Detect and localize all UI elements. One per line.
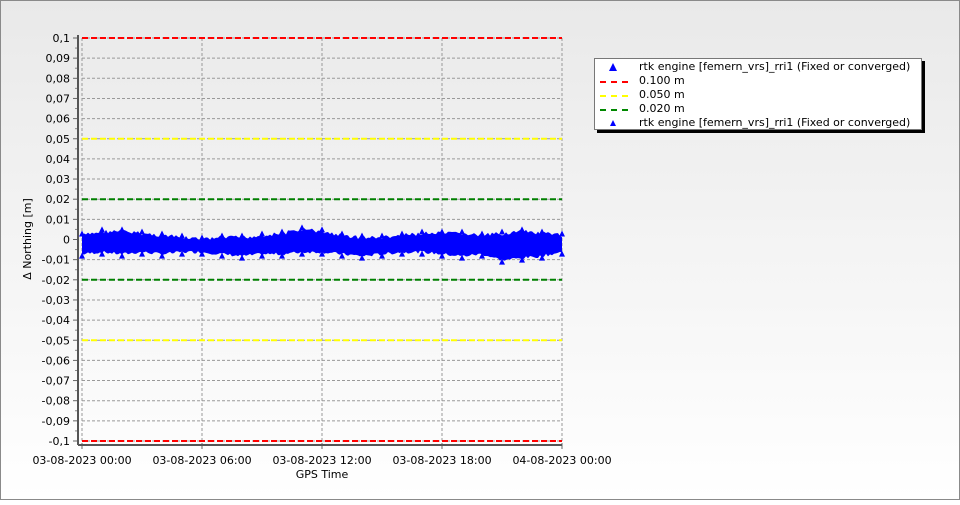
data-point <box>339 252 345 259</box>
data-point <box>439 252 445 259</box>
data-point <box>319 250 325 257</box>
data-point <box>299 224 305 231</box>
data-point <box>399 250 405 257</box>
y-tick-label: 0,1 <box>53 32 71 45</box>
data-point <box>359 232 365 239</box>
data-point <box>199 250 205 257</box>
y-tick-label: 0,03 <box>46 173 71 186</box>
data-point <box>219 252 225 259</box>
data-point <box>219 232 225 239</box>
data-point <box>79 252 85 259</box>
y-tick-label: 0,07 <box>46 92 71 105</box>
data-point <box>419 228 425 235</box>
y-tick-label: -0,04 <box>42 314 70 327</box>
y-tick-label: -0,05 <box>42 334 70 347</box>
data-point <box>279 228 285 235</box>
y-tick-label: -0,1 <box>49 435 70 448</box>
data-point <box>479 230 485 237</box>
data-point <box>359 254 365 261</box>
x-tick-label: 03-08-2023 18:00 <box>392 454 491 467</box>
triangle-marker-icon <box>610 120 616 126</box>
x-tick-label: 03-08-2023 12:00 <box>272 454 371 467</box>
y-tick-label: -0,08 <box>42 395 70 408</box>
data-point <box>559 230 565 237</box>
data-point <box>279 252 285 259</box>
data-point <box>99 226 105 233</box>
data-point <box>559 250 565 257</box>
x-tick-label: 04-08-2023 00:00 <box>512 454 611 467</box>
y-tick-label: -0,02 <box>42 274 70 287</box>
data-point <box>539 228 545 235</box>
data-point <box>239 232 245 239</box>
legend-label: rtk engine [femern_vrs]_rri1 (Fixed or c… <box>639 60 911 73</box>
data-point <box>259 230 265 237</box>
legend-label: rtk engine [femern_vrs]_rri1 (Fixed or c… <box>639 116 911 129</box>
data-point <box>499 228 505 235</box>
data-point <box>179 250 185 257</box>
data-point <box>139 228 145 235</box>
data-point <box>159 252 165 259</box>
data-point <box>459 254 465 261</box>
legend-label: 0.050 m <box>639 88 685 101</box>
data-point <box>319 226 325 233</box>
y-tick-label: 0,06 <box>46 113 71 126</box>
data-point <box>539 254 545 261</box>
y-tick-label: -0,01 <box>42 254 70 267</box>
triangle-marker-icon <box>609 63 617 71</box>
data-point <box>299 250 305 257</box>
legend: rtk engine [femern_vrs]_rri1 (Fixed or c… <box>594 58 922 130</box>
dashed-line-icon <box>600 81 628 83</box>
data-point <box>199 234 205 241</box>
data-point <box>139 250 145 257</box>
data-point <box>379 252 385 259</box>
y-tick-label: 0,04 <box>46 153 71 166</box>
y-tick-label: 0,01 <box>46 213 71 226</box>
data-point <box>379 232 385 239</box>
y-tick-label: -0,03 <box>42 294 70 307</box>
y-tick-label: 0,02 <box>46 193 71 206</box>
legend-label: 0.100 m <box>639 74 685 87</box>
data-point <box>239 254 245 261</box>
data-point <box>259 252 265 259</box>
data-point <box>439 228 445 235</box>
y-axis-label: Δ Northing [m] <box>21 198 34 280</box>
legend-label: 0.020 m <box>639 102 685 115</box>
data-point <box>519 256 525 263</box>
dashed-line-icon <box>600 109 628 111</box>
data-point <box>119 252 125 259</box>
y-tick-label: -0,06 <box>42 354 70 367</box>
y-tick-label: -0,07 <box>42 375 70 388</box>
data-point <box>419 250 425 257</box>
data-point <box>499 258 505 265</box>
data-point <box>519 226 525 233</box>
x-tick-label: 03-08-2023 00:00 <box>32 454 131 467</box>
data-point <box>399 230 405 237</box>
data-point <box>459 228 465 235</box>
y-tick-label: 0,09 <box>46 52 71 65</box>
data-point <box>79 230 85 237</box>
data-point <box>119 226 125 233</box>
data-point <box>159 230 165 237</box>
x-axis-label: GPS Time <box>296 468 349 481</box>
y-tick-label: 0,08 <box>46 72 71 85</box>
y-tick-label: 0 <box>63 234 70 247</box>
x-tick-label: 03-08-2023 06:00 <box>152 454 251 467</box>
data-point <box>339 230 345 237</box>
data-point <box>179 232 185 239</box>
y-tick-label: -0,09 <box>42 415 70 428</box>
y-tick-label: 0,05 <box>46 133 71 146</box>
data-point <box>99 250 105 257</box>
dashed-line-icon <box>600 95 628 97</box>
data-point <box>479 252 485 259</box>
